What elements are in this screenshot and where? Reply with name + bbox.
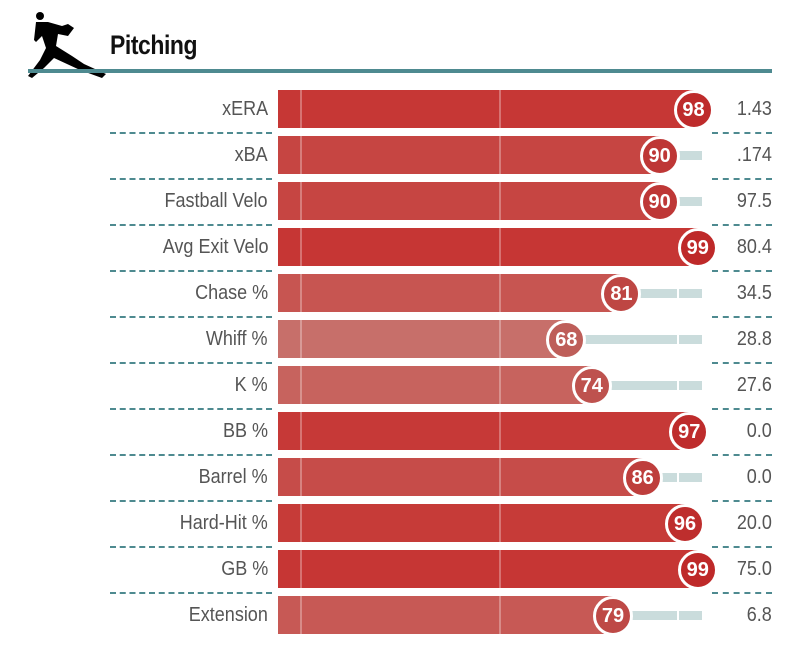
percentile-bar <box>278 136 660 174</box>
metric-label: Chase % <box>194 282 268 304</box>
row-divider <box>712 500 772 502</box>
percentile-bar <box>278 182 660 220</box>
track-tick <box>677 289 679 298</box>
metric-row: Fastball Velo 90 97.5 <box>0 182 796 228</box>
metric-value: 0.0 <box>746 420 772 442</box>
pitcher-icon <box>28 12 106 78</box>
percentile-bar <box>278 320 567 358</box>
row-divider <box>110 362 272 364</box>
row-divider <box>110 316 272 318</box>
metric-label: Barrel % <box>198 466 268 488</box>
percentile-bar <box>278 412 690 450</box>
metric-row: Barrel % 86 0.0 <box>0 458 796 504</box>
percentile-circle: 90 <box>639 136 680 176</box>
metric-value: 34.5 <box>736 282 772 304</box>
metric-label: Whiff % <box>206 328 268 350</box>
metric-row: Hard-Hit % 96 20.0 <box>0 504 796 550</box>
metric-label: Extension <box>188 604 268 626</box>
percentile-circle: 99 <box>677 550 718 590</box>
percentile-circle: 74 <box>571 366 612 406</box>
row-divider <box>110 546 272 548</box>
metric-value: 27.6 <box>736 374 772 396</box>
metric-row: Avg Exit Velo 99 80.4 <box>0 228 796 274</box>
percentile-bar <box>278 366 592 404</box>
percentile-circle: 86 <box>622 458 663 498</box>
metric-row: Extension 79 6.8 <box>0 596 796 642</box>
row-divider <box>712 362 772 364</box>
metric-value: 1.43 <box>736 98 772 120</box>
metric-row: BB % 97 0.0 <box>0 412 796 458</box>
metric-value: 28.8 <box>736 328 772 350</box>
track-tick <box>677 381 679 390</box>
percentile-bar <box>278 596 613 634</box>
row-divider <box>712 454 772 456</box>
row-divider <box>110 132 272 134</box>
percentile-circle: 96 <box>665 504 706 544</box>
metric-value: 6.8 <box>746 604 772 626</box>
metric-label: xERA <box>221 98 268 120</box>
track-tick <box>677 611 679 620</box>
percentile-circle: 98 <box>673 90 714 130</box>
row-divider <box>110 500 272 502</box>
percentile-bar <box>278 550 698 588</box>
row-divider <box>110 224 272 226</box>
metric-label: Avg Exit Velo <box>162 236 268 258</box>
row-divider <box>110 592 272 594</box>
row-divider <box>712 224 772 226</box>
row-divider <box>712 546 772 548</box>
metric-row: Whiff % 68 28.8 <box>0 320 796 366</box>
row-divider <box>110 270 272 272</box>
row-divider <box>712 408 772 410</box>
header-divider <box>28 69 772 73</box>
percentile-bar <box>278 274 622 312</box>
percentile-circle: 81 <box>601 274 642 314</box>
row-divider <box>712 270 772 272</box>
section-title: Pitching <box>110 30 198 60</box>
percentile-circle: 68 <box>546 320 587 360</box>
percentile-circle: 97 <box>669 412 710 452</box>
metric-label: K % <box>234 374 268 396</box>
row-divider <box>712 132 772 134</box>
metric-row: xBA 90 .174 <box>0 136 796 182</box>
row-divider <box>110 408 272 410</box>
row-divider <box>712 178 772 180</box>
metric-row: xERA 98 1.43 <box>0 90 796 136</box>
percentile-bar <box>278 458 643 496</box>
metric-value: .174 <box>736 144 772 166</box>
metric-row: Chase % 81 34.5 <box>0 274 796 320</box>
metric-value: 80.4 <box>736 236 772 258</box>
percentile-circle: 90 <box>639 182 680 222</box>
metric-value: 20.0 <box>736 512 772 534</box>
metric-label: xBA <box>234 144 268 166</box>
metric-label: Hard-Hit % <box>179 512 268 534</box>
row-divider <box>712 592 772 594</box>
metric-value: 97.5 <box>736 190 772 212</box>
track-tick <box>677 335 679 344</box>
metric-label: BB % <box>222 420 268 442</box>
metric-label: Fastball Velo <box>164 190 268 212</box>
percentile-circle: 79 <box>592 596 633 636</box>
percentile-bar <box>278 228 698 266</box>
metric-value: 0.0 <box>746 466 772 488</box>
track-tick <box>677 473 679 482</box>
row-divider <box>712 316 772 318</box>
metric-row: K % 74 27.6 <box>0 366 796 412</box>
row-divider <box>110 178 272 180</box>
percentile-bar <box>278 90 694 128</box>
row-divider <box>110 454 272 456</box>
percentile-circle: 99 <box>677 228 718 268</box>
metric-label: GB % <box>220 558 268 580</box>
metric-row: GB % 99 75.0 <box>0 550 796 596</box>
metric-value: 75.0 <box>736 558 772 580</box>
percentile-bar <box>278 504 686 542</box>
